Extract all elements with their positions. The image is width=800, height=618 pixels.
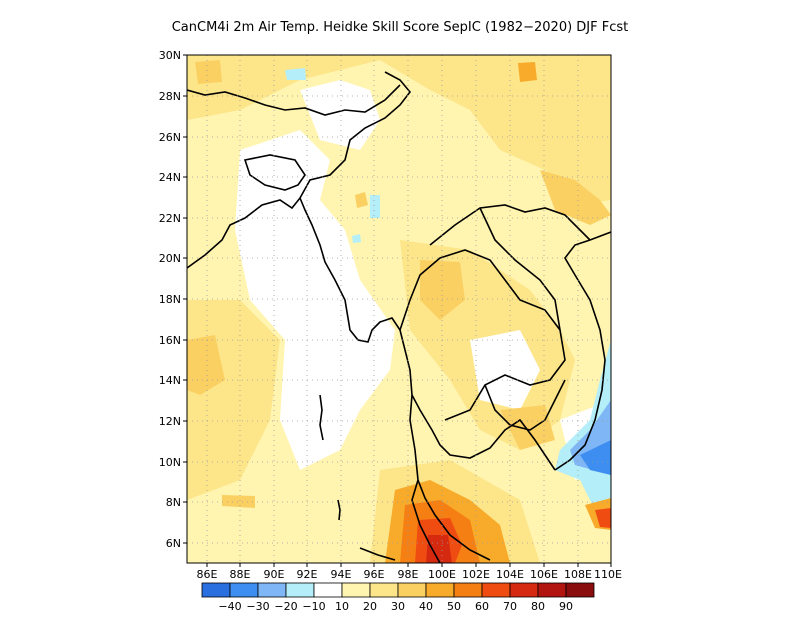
lon-label: 92E (297, 568, 318, 581)
lat-label: 28N (159, 90, 181, 103)
shade-30-40-f (222, 495, 255, 508)
colorbar-swatch (453, 582, 483, 598)
lon-label: 94E (331, 568, 352, 581)
colorbar-label: −30 (246, 600, 269, 613)
colorbar-label: −20 (274, 600, 297, 613)
laos-vietnam-border (479, 207, 561, 331)
lon-label: 108E (564, 568, 592, 581)
lat-label: 14N (159, 374, 181, 387)
colorbar-swatch (481, 582, 511, 598)
shade-negative-10-east (555, 340, 611, 525)
andaman-islands (319, 394, 324, 441)
lat-label: 10N (159, 456, 181, 469)
map-frame (186, 54, 612, 564)
colorbar-label: −10 (302, 600, 325, 613)
colorbar: −40 −30 −20 −10 10 20 30 40 50 60 70 80 … (201, 582, 595, 613)
cambodia-border (484, 379, 566, 431)
colorbar-swatch (313, 582, 343, 598)
shade-70-80-south (426, 535, 452, 563)
longitude-labels: 86E 88E 90E 92E 94E 96E 98E 100E 102E 10… (197, 568, 622, 581)
colorbar-label: 10 (335, 600, 349, 613)
colorbar-swatch (257, 582, 287, 598)
gulf-of-thailand-coast (411, 394, 556, 471)
colorbar-swatches (201, 582, 595, 598)
score-shading (187, 55, 611, 563)
lat-label: 26N (159, 131, 181, 144)
shade-50-60-east (595, 508, 611, 528)
colorbar-swatch (341, 582, 371, 598)
lat-label: 22N (159, 212, 181, 225)
lon-label: 96E (364, 568, 385, 581)
lon-label: 98E (398, 568, 419, 581)
colorbar-swatch (537, 582, 567, 598)
shade-negative-10-spot-c (285, 68, 306, 80)
lon-label: 100E (428, 568, 456, 581)
shade-30-40-c (500, 405, 555, 450)
lat-label: 24N (159, 171, 181, 184)
myanmar-border (299, 71, 412, 199)
lon-label: 102E (462, 568, 490, 581)
colorbar-swatch (509, 582, 539, 598)
colorbar-swatch (425, 582, 455, 598)
colorbar-label: 20 (363, 600, 377, 613)
thailand-laos-border (399, 249, 566, 421)
graticule (187, 55, 611, 563)
lat-label: 18N (159, 293, 181, 306)
lon-label: 110E (594, 568, 622, 581)
china-border (429, 204, 591, 246)
shade-negative-10-spot-a (370, 195, 380, 218)
colorbar-swatch (369, 582, 399, 598)
colorbar-label: 70 (503, 600, 517, 613)
vietnam-coast (554, 231, 611, 471)
nicobar-islands (337, 499, 341, 521)
shade-30-40-g (355, 192, 368, 208)
white-low-skill-center (235, 130, 395, 470)
sumatra-tip (359, 547, 396, 561)
lat-label: 12N (159, 415, 181, 428)
colorbar-label: 40 (419, 600, 433, 613)
shade-30-40-e (540, 170, 611, 225)
shade-20-30-north (187, 55, 611, 205)
shade-40-50-spot (518, 62, 537, 82)
colorbar-swatch (285, 582, 315, 598)
coastlines (187, 71, 611, 563)
lat-label: 8N (166, 496, 181, 509)
malay-peninsula (411, 479, 441, 563)
map-title: CanCM4i 2m Air Temp. Heidke Skill Score … (171, 20, 629, 35)
himalaya-border (187, 84, 401, 116)
colorbar-label: 60 (475, 600, 489, 613)
lon-label: 104E (496, 568, 524, 581)
colorbar-swatch (565, 582, 595, 598)
lat-label: 6N (166, 537, 181, 550)
lon-label: 106E (530, 568, 558, 581)
colorbar-label: 90 (559, 600, 573, 613)
colorbar-label: 50 (447, 600, 461, 613)
lat-label: 30N (159, 49, 181, 62)
colorbar-labels: −40 −30 −20 −10 10 20 30 40 50 60 70 80 … (218, 600, 573, 613)
bangladesh-border (243, 154, 306, 191)
shade-negative-10-spot-b (352, 234, 361, 243)
shade-30-40-d (195, 60, 222, 84)
lat-label: 16N (159, 334, 181, 347)
shade-30-40-a (420, 260, 465, 320)
colorbar-label: −40 (218, 600, 241, 613)
shade-negative-30-east (580, 440, 611, 475)
colorbar-swatch (397, 582, 427, 598)
lon-label: 86E (197, 568, 218, 581)
lat-label: 20N (159, 252, 181, 265)
lon-label: 90E (264, 568, 285, 581)
lon-label: 88E (230, 568, 251, 581)
colorbar-label: 30 (391, 600, 405, 613)
colorbar-swatch (229, 582, 259, 598)
colorbar-label: 80 (531, 600, 545, 613)
latitude-labels: 30N 28N 26N 24N 22N 20N 18N 16N 14N 12N … (159, 49, 181, 550)
axis-ticks (183, 54, 612, 567)
colorbar-swatch (201, 582, 231, 598)
shade-30-40-b (187, 335, 225, 395)
